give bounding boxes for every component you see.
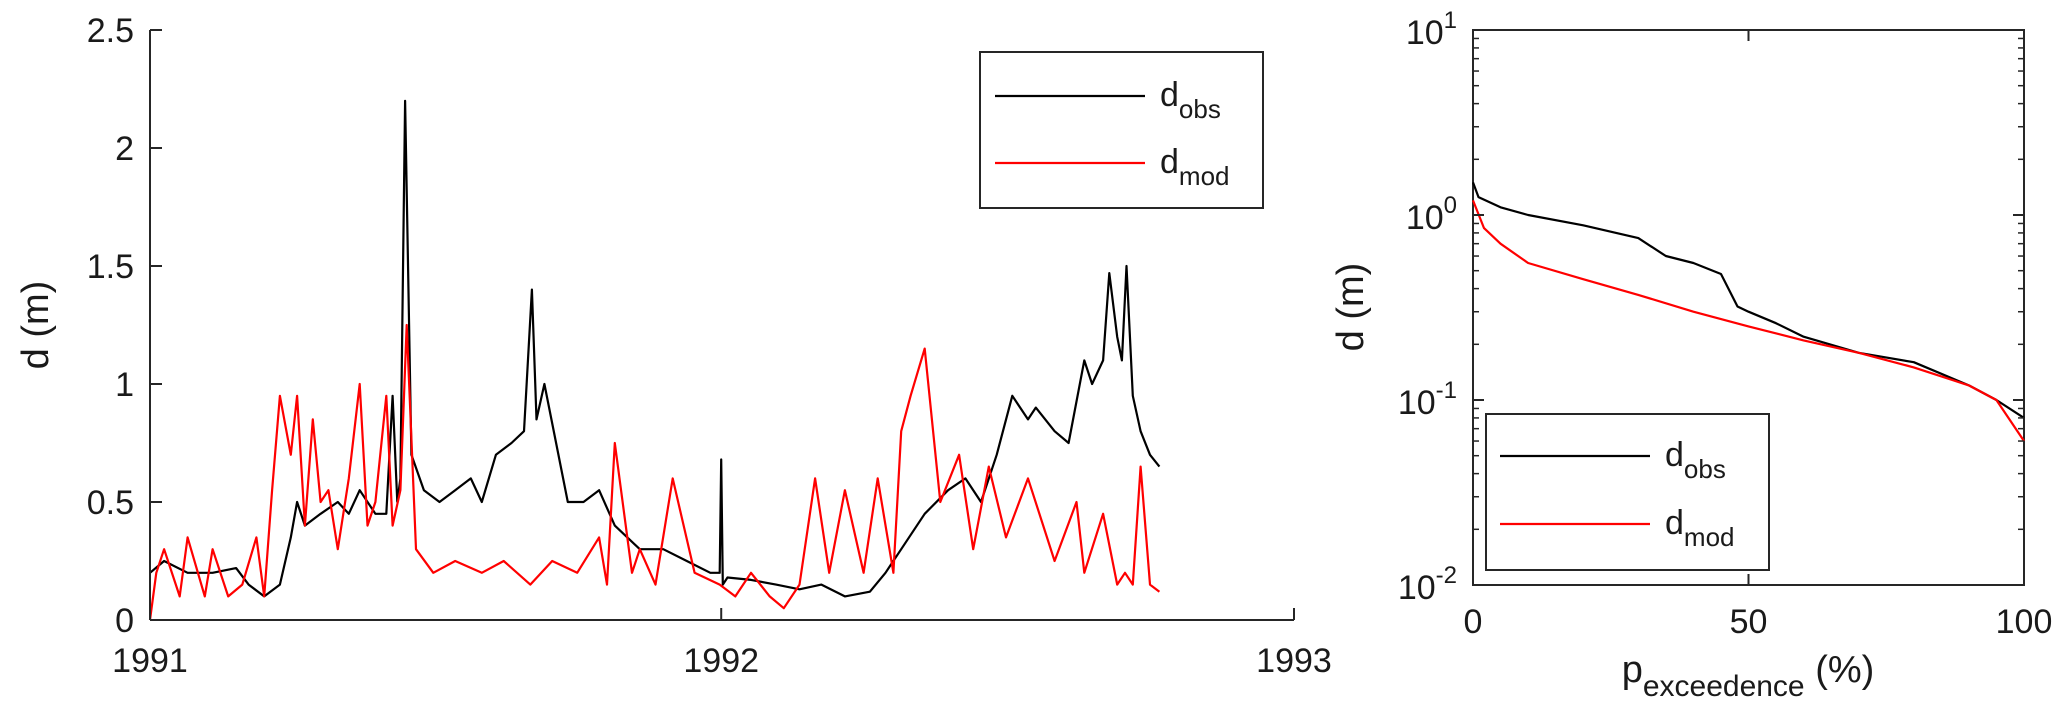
timeseries-legend: dobs dmod	[979, 51, 1264, 209]
timeseries-series-group	[148, 99, 1161, 621]
exceedance-x-tick-label: 0	[1464, 603, 1483, 641]
exceedance-chart: 0 50 100 10-2 10-1 100 101 d (m) pexceedence (…	[1330, 7, 2052, 703]
exceedance-line-obs	[1471, 182, 2025, 419]
timeseries-legend-label-obs: dobs	[1160, 76, 1221, 124]
timeseries-x-tick-label: 1991	[112, 642, 188, 680]
exceedance-legend-label-obs: dobs	[1665, 436, 1726, 484]
exceedance-legend-label-mod: dmod	[1665, 504, 1735, 552]
exceedance-y-tick-label: 10-1	[1398, 377, 1457, 422]
exceedance-x-tick-label: 100	[1996, 603, 2053, 641]
timeseries-x-tick-label: 1992	[683, 642, 759, 680]
exceedance-y-tick-label: 100	[1406, 192, 1457, 237]
exceedance-y-tick-label: 10-2	[1398, 562, 1457, 607]
timeseries-y-tick-label: 2.5	[87, 12, 134, 50]
exceedance-ticks: 0 50 100 10-2 10-1 100 101	[1398, 7, 2053, 641]
exceedance-legend-box	[1485, 413, 1770, 571]
timeseries-y-tick-label: 2	[115, 130, 134, 168]
timeseries-ticks: 1991 1992 1993 0 0.5 1 1.5 2 2.5	[87, 12, 1332, 680]
timeseries-y-tick-label: 0	[115, 602, 134, 640]
exceedance-y-axis-label: d (m)	[1330, 263, 1372, 352]
exceedance-y-tick-label: 101	[1406, 7, 1457, 52]
exceedance-x-axis-label: pexceedence (%)	[1622, 649, 1875, 703]
timeseries-legend-label-mod: dmod	[1160, 143, 1230, 191]
timeseries-y-tick-label: 1.5	[87, 248, 134, 286]
exceedance-line-mod	[1471, 199, 2025, 442]
exceedance-x-tick-label: 50	[1730, 603, 1768, 641]
exceedance-legend: dobs dmod	[1485, 413, 1770, 571]
timeseries-chart: 1991 1992 1993 0 0.5 1 1.5 2 2.5 d (m) dobs dmod	[15, 12, 1332, 680]
timeseries-y-axis-label: d (m)	[15, 281, 57, 370]
timeseries-y-tick-label: 0.5	[87, 484, 134, 522]
timeseries-line-mod	[148, 323, 1161, 621]
exceedance-series-group	[1471, 182, 2025, 442]
timeseries-y-tick-label: 1	[115, 366, 134, 404]
timeseries-legend-box	[979, 51, 1264, 209]
timeseries-x-tick-label: 1993	[1256, 642, 1332, 680]
